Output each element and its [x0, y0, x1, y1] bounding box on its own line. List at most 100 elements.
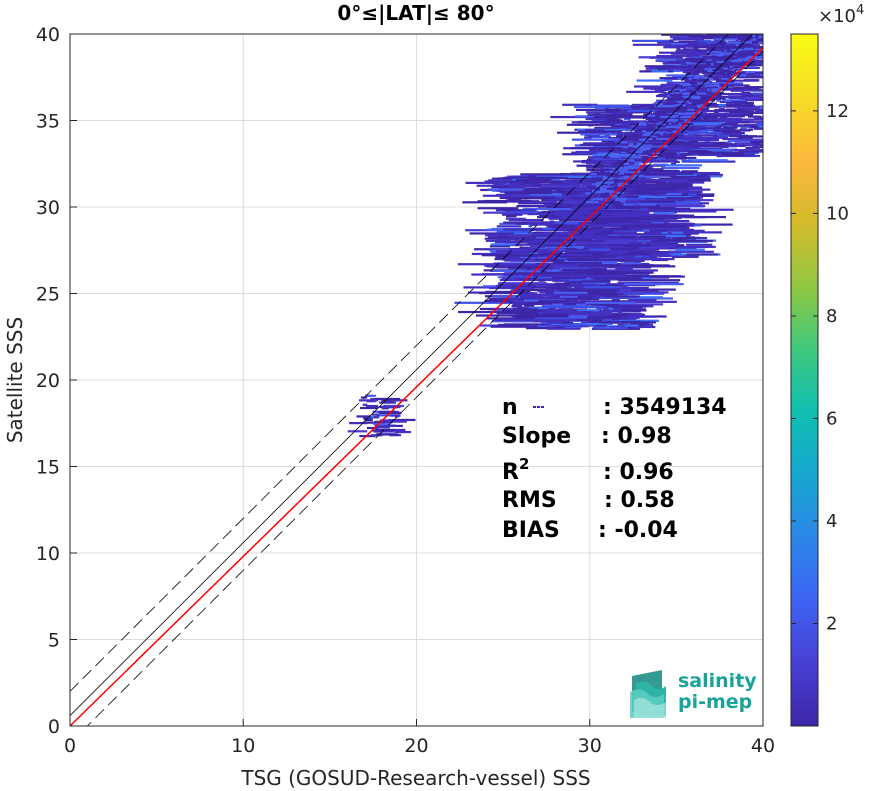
density-core: [624, 134, 638, 137]
density-streak: [595, 105, 641, 108]
density-streak: [546, 327, 581, 330]
density-streak: [698, 31, 714, 33]
density-streak: [675, 248, 705, 251]
colorbar: [791, 34, 818, 726]
density-streak: [604, 327, 637, 330]
density-core: [732, 74, 747, 77]
density-streak: [349, 422, 368, 425]
density-streak: [726, 82, 744, 85]
n-marker: [533, 406, 544, 408]
density-core: [617, 182, 627, 185]
density-core: [698, 74, 702, 78]
density-streak: [684, 52, 708, 55]
density-scatter: [347, 26, 763, 438]
density-core: [713, 71, 726, 75]
density-core: [714, 59, 718, 62]
density-streak: [625, 309, 647, 312]
density-streak: [523, 239, 581, 242]
density-streak: [660, 209, 711, 212]
density-streak: [677, 199, 684, 202]
density-streak: [527, 242, 541, 245]
density-streak: [550, 194, 606, 197]
density-streak: [683, 58, 699, 61]
density-streak: [582, 272, 627, 276]
density-streak: [494, 319, 558, 322]
density-core: [602, 165, 610, 168]
density-streak: [497, 323, 530, 326]
x-tick-label: 40: [751, 735, 775, 757]
density-streak: [686, 253, 718, 256]
density-streak: [735, 26, 744, 28]
density-streak: [522, 189, 553, 193]
density-streak: [527, 212, 583, 216]
density-streak: [736, 118, 763, 121]
density-core: [712, 65, 717, 68]
density-streak: [697, 30, 734, 32]
density-core: [758, 35, 763, 38]
density-streak: [511, 320, 566, 323]
density-streak: [595, 107, 606, 110]
density-streak: [700, 120, 742, 123]
density-streak: [714, 87, 748, 90]
density-streak: [661, 34, 689, 36]
density-streak: [735, 29, 763, 31]
density-streak: [621, 227, 685, 230]
density-core: [632, 150, 643, 154]
density-core: [606, 174, 612, 177]
density-streak: [738, 137, 753, 140]
density-streak: [686, 122, 723, 125]
density-streak: [665, 180, 670, 183]
density-streak: [584, 128, 605, 132]
density-streak: [571, 243, 577, 246]
density-streak: [608, 307, 614, 310]
density-streak: [559, 295, 578, 298]
density-core: [628, 148, 637, 151]
density-streak: [627, 169, 679, 172]
density-streak: [650, 29, 666, 31]
density-core: [610, 169, 613, 172]
density-streak: [494, 241, 541, 244]
density-core: [643, 130, 657, 133]
density-streak: [636, 79, 673, 82]
density-core: [590, 198, 595, 201]
density-streak: [578, 264, 615, 267]
density-streak: [513, 288, 555, 292]
density-streak: [643, 233, 692, 236]
density-streak: [585, 309, 628, 313]
density-streak: [610, 231, 637, 234]
density-streak: [669, 175, 709, 178]
density-streak: [593, 238, 636, 241]
density-streak: [375, 428, 396, 432]
density-core: [734, 59, 743, 62]
density-streak: [671, 162, 677, 166]
density-streak: [617, 233, 641, 236]
density-streak: [531, 183, 581, 186]
density-core: [738, 35, 754, 38]
density-streak: [613, 313, 646, 317]
density-streak: [550, 115, 596, 119]
density-streak: [497, 177, 533, 180]
density-streak: [649, 56, 683, 59]
density-streak: [724, 100, 732, 103]
density-streak: [494, 308, 513, 311]
density-streak: [581, 298, 588, 301]
density-streak: [581, 203, 622, 207]
density-core: [722, 50, 735, 53]
density-streak: [728, 95, 744, 98]
density-core: [653, 152, 661, 155]
density-streak: [631, 103, 664, 107]
colorbar-exponent: ×104: [818, 3, 864, 27]
density-streak: [487, 188, 525, 191]
density-streak: [755, 46, 763, 49]
density-streak: [718, 115, 745, 118]
density-streak: [502, 213, 523, 216]
density-streak: [529, 223, 554, 226]
density-streak: [375, 430, 395, 433]
density-streak: [491, 186, 514, 189]
density-streak: [520, 173, 565, 176]
density-streak: [730, 88, 762, 92]
density-streak: [613, 192, 667, 195]
line-fit: [70, 47, 763, 726]
density-core: [663, 133, 667, 136]
density-core: [626, 156, 642, 159]
